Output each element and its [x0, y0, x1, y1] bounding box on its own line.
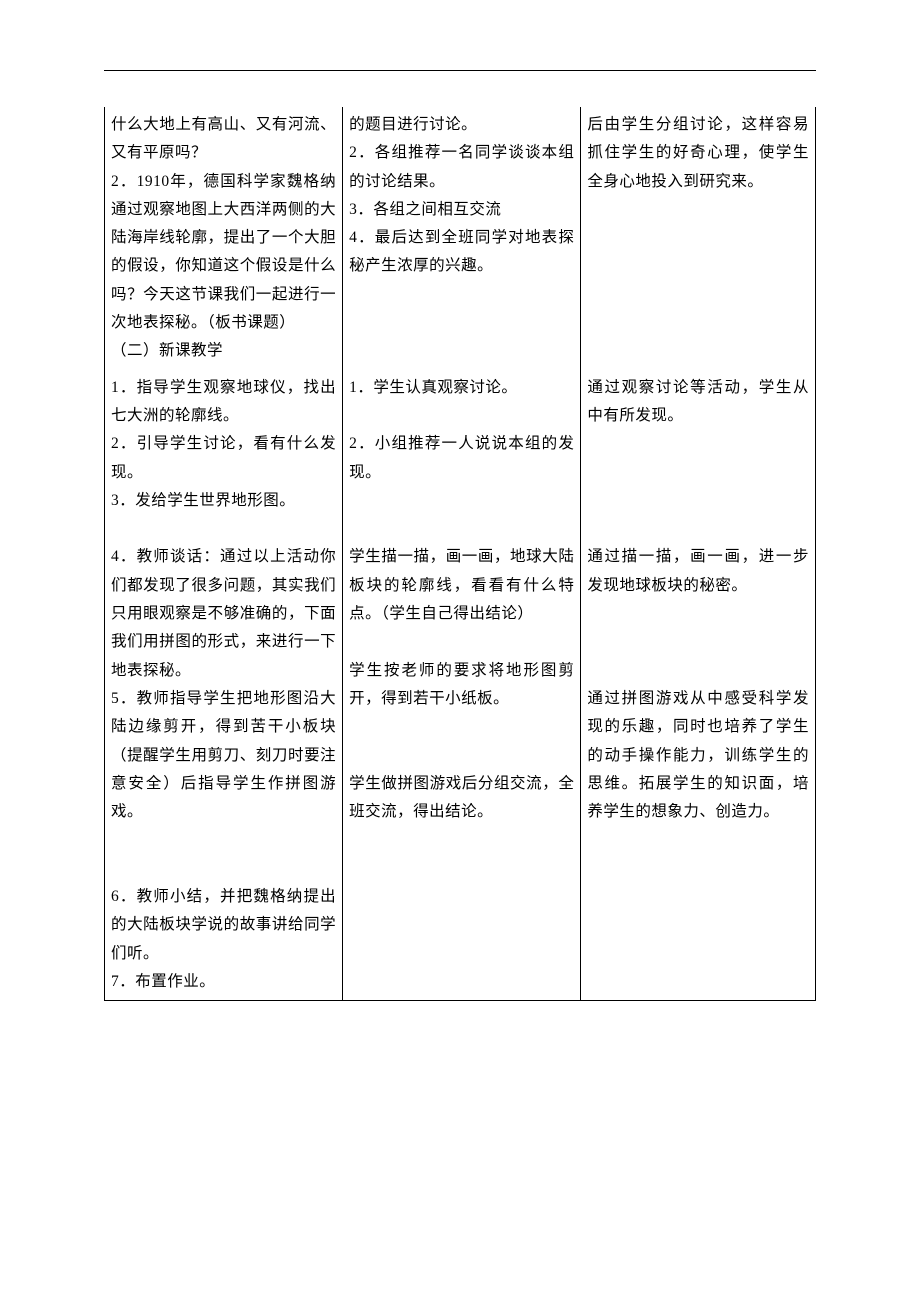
table-row: 1．指导学生观察地球仪，找出七大洲的轮廓线。2．引导学生讨论，看有什么发现。3．…: [105, 370, 816, 1001]
table-row: 什么大地上有高山、又有河流、又有平原吗？2．1910年，德国科学家魏格纳通过观察…: [105, 107, 816, 370]
header-rule: [104, 70, 816, 71]
cell-student: 1．学生认真观察讨论。 2．小组推荐一人说说本组的发现。 学生描一描，画一画，地…: [343, 370, 581, 1001]
cell-teacher: 什么大地上有高山、又有河流、又有平原吗？2．1910年，德国科学家魏格纳通过观察…: [105, 107, 343, 370]
cell-intent: 后由学生分组讨论，这样容易抓住学生的好奇心理，使学生全身心地投入到研究来。: [581, 107, 816, 370]
lesson-plan-table: 什么大地上有高山、又有河流、又有平原吗？2．1910年，德国科学家魏格纳通过观察…: [104, 107, 816, 1001]
cell-teacher: 1．指导学生观察地球仪，找出七大洲的轮廓线。2．引导学生讨论，看有什么发现。3．…: [105, 370, 343, 1001]
cell-intent: 通过观察讨论等活动，学生从中有所发现。 通过描一描，画一画，进一步发现地球板块的…: [581, 370, 816, 1001]
cell-student: 的题目进行讨论。2．各组推荐一名同学谈谈本组的讨论结果。3．各组之间相互交流4．…: [343, 107, 581, 370]
